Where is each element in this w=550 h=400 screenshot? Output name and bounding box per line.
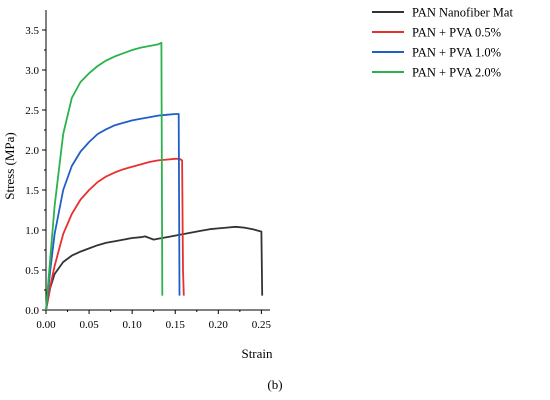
x-tick-label: 0.25 xyxy=(252,319,272,331)
y-axis: 0.0 0.5 1.0 1.5 2.0 2.5 3.0 3.5 xyxy=(25,10,47,317)
y-tick-label: 3.0 xyxy=(25,65,39,77)
y-tick-label: 2.5 xyxy=(25,105,39,117)
y-axis-title: Stress (MPa) xyxy=(2,132,17,200)
x-tick-label: 0.10 xyxy=(123,319,143,331)
x-tick-label: 0.20 xyxy=(209,319,229,331)
x-tick-label: 0.05 xyxy=(79,319,99,331)
panel-label: (b) xyxy=(267,377,282,392)
y-tick-label: 0.5 xyxy=(25,265,39,277)
series-line-pan-nanofiber-mat xyxy=(45,225,264,311)
legend-label-pan-pva-1-0: PAN + PVA 1.0% xyxy=(412,46,501,60)
legend: PAN Nanofiber Mat PAN + PVA 0.5% PAN + PVA… xyxy=(372,6,513,80)
y-tick-label: 1.5 xyxy=(25,185,39,197)
legend-label-pan-nanofiber-mat: PAN Nanofiber Mat xyxy=(412,6,513,20)
x-axis: 0.00 0.05 0.10 0.15 0.20 0.25 xyxy=(36,309,272,331)
y-tick-label: 3.5 xyxy=(25,25,39,37)
x-tick-label: 0.15 xyxy=(166,319,186,331)
series-layer xyxy=(45,41,264,311)
x-tick-label: 0.00 xyxy=(36,319,56,331)
series-line-pan-pva-2-0 xyxy=(45,41,164,311)
y-tick-label: 0.0 xyxy=(25,305,39,317)
x-axis-title: Strain xyxy=(241,346,273,361)
legend-label-pan-pva-0-5: PAN + PVA 0.5% xyxy=(412,26,501,40)
series-line-pan-pva-1-0 xyxy=(45,113,181,311)
y-tick-label: 2.0 xyxy=(25,145,39,157)
legend-label-pan-pva-2-0: PAN + PVA 2.0% xyxy=(412,66,501,80)
y-tick-label: 1.0 xyxy=(25,225,39,237)
